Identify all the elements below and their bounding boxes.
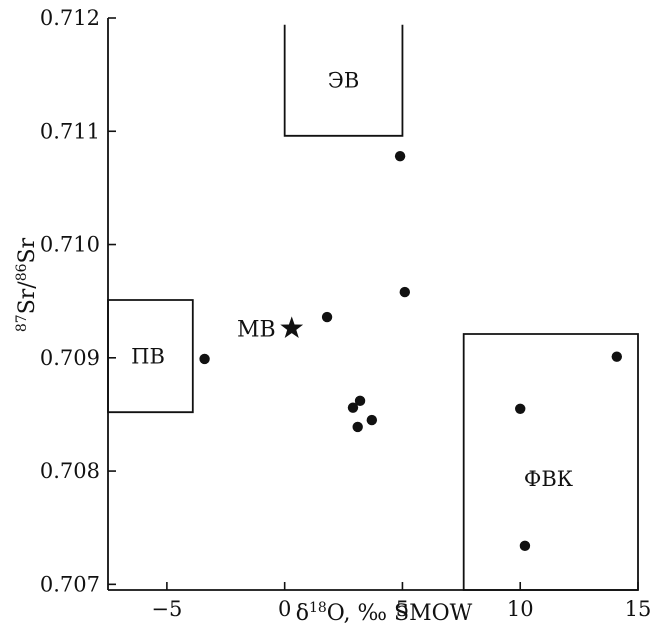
x-axis-title: δ18O, ‰ SMOW	[296, 600, 473, 626]
y-tick-label: 0.709	[40, 346, 100, 370]
x-tick-label: 15	[625, 597, 652, 621]
region-label: ФВК	[524, 467, 573, 491]
region-box	[462, 333, 639, 591]
tick-labels: 0.707 0.708 0.709 0.710 0.711 0.712 −5 0 5 10 15	[40, 6, 651, 621]
y-tick-label: 0.707	[40, 572, 100, 596]
x-tick-label: 0	[278, 597, 291, 621]
y-tick-label: 0.712	[40, 6, 100, 30]
x-tick-label: 10	[507, 597, 534, 621]
star-label: МВ	[237, 317, 276, 342]
region-label: ПВ	[131, 345, 165, 369]
regions: ЭВ ПВ ФВК	[107, 24, 639, 591]
data-point	[394, 150, 406, 162]
region-label: ЭВ	[328, 68, 360, 92]
data-point	[366, 414, 378, 426]
data-point	[354, 395, 366, 407]
data-point	[611, 351, 622, 362]
data-point	[352, 421, 363, 433]
data-point	[399, 286, 410, 298]
data-point	[347, 402, 359, 413]
x-tick-label: −5	[151, 597, 182, 621]
y-axis-title: 87Sr/86Sr	[14, 237, 40, 332]
data-point	[199, 353, 210, 365]
region-box	[283, 24, 404, 137]
data-point	[515, 403, 526, 414]
star-marker	[280, 316, 304, 339]
region-box	[107, 299, 194, 414]
y-tick-label: 0.711	[40, 119, 100, 143]
y-tick-label: 0.708	[40, 459, 100, 483]
axes	[107, 17, 639, 591]
y-tick-label: 0.710	[40, 233, 100, 257]
x-tick-label: 5	[396, 597, 409, 621]
data-points: МВ	[199, 150, 622, 552]
data-point	[519, 540, 531, 552]
data-point	[321, 311, 333, 323]
